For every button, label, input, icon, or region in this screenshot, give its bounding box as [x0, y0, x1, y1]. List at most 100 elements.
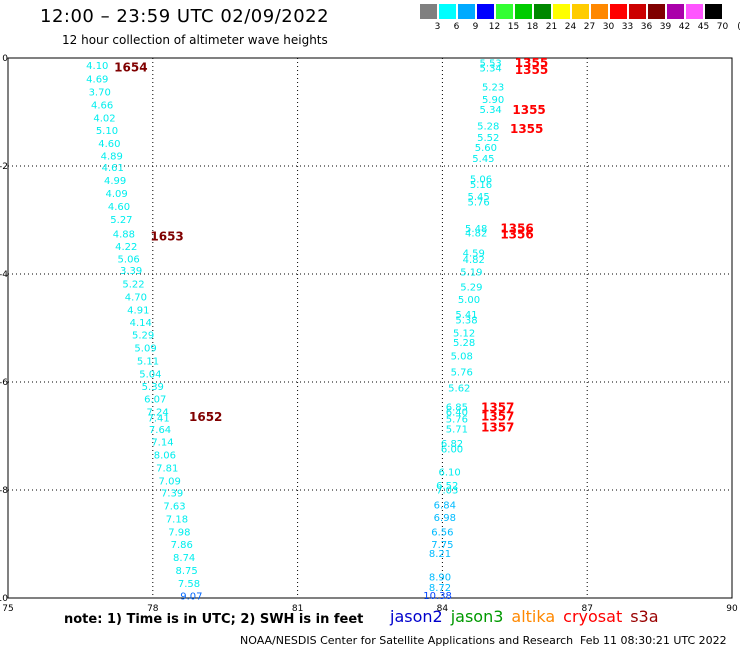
lat-tick-label: -10: [0, 594, 8, 604]
wave-height-label: 5.28: [453, 338, 475, 349]
scale-label-18: 18: [526, 22, 539, 32]
pass-time-label: 1654: [114, 61, 147, 75]
wave-height-label: 6.82: [441, 439, 463, 450]
wave-height-label: 5.39: [142, 382, 164, 393]
wave-height-label: 5.34: [480, 105, 502, 116]
wave-height-label: 7.58: [178, 579, 200, 590]
lat-tick-label: 0: [2, 54, 8, 64]
wave-height-label: 7.75: [431, 540, 453, 551]
wave-height-label: 5.53: [480, 58, 502, 69]
scale-swatch-39: [648, 4, 665, 19]
scale-label-15: 15: [507, 22, 520, 32]
wave-height-label: 4.61: [102, 163, 124, 174]
wave-height-label: 5.29: [132, 330, 154, 341]
wave-height-label: 7.63: [163, 502, 185, 513]
lon-tick-label: 87: [581, 604, 592, 614]
wave-height-label: 4.70: [125, 293, 147, 304]
wave-height-label: 5.27: [110, 215, 132, 226]
lat-tick-label: -4: [0, 270, 8, 280]
wave-height-label: 5.29: [460, 282, 482, 293]
scale-label-27: 27: [583, 22, 596, 32]
wave-height-label: 4.14: [130, 318, 152, 329]
scale-swatch-30: [591, 4, 608, 19]
lat-tick-label: -6: [0, 378, 8, 388]
wave-height-label: 5.23: [482, 83, 504, 94]
wave-height-label: 6.56: [431, 528, 453, 539]
wave-height-label: 6.00: [441, 444, 463, 455]
lat-tick-label: -2: [0, 162, 8, 172]
scale-label-36: 36: [640, 22, 653, 32]
legend-altika: altika: [511, 607, 556, 626]
wave-height-label: 5.22: [122, 280, 144, 291]
wave-height-label: 5.76: [446, 415, 468, 426]
lon-tick-label: 75: [2, 604, 13, 614]
wave-height-label: 6.40: [446, 408, 468, 419]
scale-swatch-33: [610, 4, 627, 19]
scale-swatch-15: [496, 4, 513, 19]
legend-cryosat: cryosat: [563, 607, 623, 626]
wave-height-label: 8.72: [429, 583, 451, 594]
wave-height-label: 5.19: [460, 267, 482, 278]
scale-label-9: 9: [472, 22, 479, 32]
wave-height-label: 7.86: [171, 540, 193, 551]
wave-height-label: 7.24: [146, 408, 168, 419]
wave-height-label: 10.38: [423, 591, 452, 602]
wave-height-label: 5.10: [96, 126, 118, 137]
wave-height-label: 4.82: [465, 228, 487, 239]
wave-height-label: 4.91: [127, 306, 149, 317]
wave-height-label: 5.12: [453, 328, 475, 339]
wave-height-label: 5.41: [455, 310, 477, 321]
wave-height-label: 5.62: [448, 383, 470, 394]
scale-swatch-12: [477, 4, 494, 19]
wave-height-label: 5.00: [458, 295, 480, 306]
wave-height-label: 5.76: [451, 368, 473, 379]
scale-label-42: 42: [678, 22, 691, 32]
wave-height-label: 5.90: [482, 95, 504, 106]
wave-height-label: 4.88: [113, 230, 135, 241]
wave-height-label: 6.52: [436, 481, 458, 492]
lon-tick-label: 90: [726, 604, 738, 614]
scale-label-6: 6: [453, 22, 460, 32]
scale-swatch-6: [439, 4, 456, 19]
wave-height-label: 4.69: [86, 75, 108, 86]
wave-height-label: 4.59: [463, 248, 485, 259]
wave-height-label: 6.07: [144, 395, 166, 406]
wave-height-label: 8.75: [175, 566, 197, 577]
wave-height-label: 8.74: [173, 553, 195, 564]
wave-height-label: 5.52: [477, 133, 499, 144]
wave-height-label: 6.85: [446, 402, 468, 413]
wave-height-label: 4.66: [91, 100, 113, 111]
wave-height-label: 3.39: [120, 266, 142, 277]
wave-height-label: 5.04: [139, 369, 161, 380]
scale-label-33: 33: [621, 22, 634, 32]
scale-label-3: 3: [434, 22, 441, 32]
scale-unit-label: (ft): [732, 22, 740, 32]
wave-height-label: 5.38: [455, 315, 477, 326]
pass-time-label: 1357: [481, 400, 514, 414]
wave-height-label: 5.06: [470, 174, 492, 185]
scale-swatch-42: [667, 4, 684, 19]
scale-swatch-70: [705, 4, 722, 19]
legend-jason3: jason3: [450, 607, 504, 626]
pass-time-label: 1355: [515, 56, 548, 70]
wave-height-label: 4.22: [115, 242, 137, 253]
wave-height-label: 3.70: [89, 87, 111, 98]
wave-height-label: 7.98: [168, 528, 190, 539]
wave-height-label: 7.14: [151, 437, 173, 448]
scale-label-30: 30: [602, 22, 615, 32]
wave-height-label: 4.89: [101, 152, 123, 163]
wave-height-label: 4.09: [105, 189, 127, 200]
wave-height-label: 5.28: [477, 122, 499, 133]
footer-timestamp: Feb 11 08:30:21 UTC 2022: [580, 634, 727, 647]
scale-label-70: 70: [716, 22, 729, 32]
page-title: 12:00 – 23:59 UTC 02/09/2022: [40, 6, 330, 27]
wave-height-label: 9.07: [180, 591, 202, 602]
wave-height-label: 7.39: [161, 489, 183, 500]
wave-height-label: 4.99: [104, 176, 126, 187]
wave-height-label: 7.41: [147, 414, 169, 425]
wave-height-label: 4.02: [93, 113, 115, 124]
wave-height-label: 5.45: [467, 192, 489, 203]
wave-height-label: 6.84: [434, 501, 456, 512]
footer-credit: NOAA/NESDIS Center for Satellite Applica…: [240, 634, 574, 647]
